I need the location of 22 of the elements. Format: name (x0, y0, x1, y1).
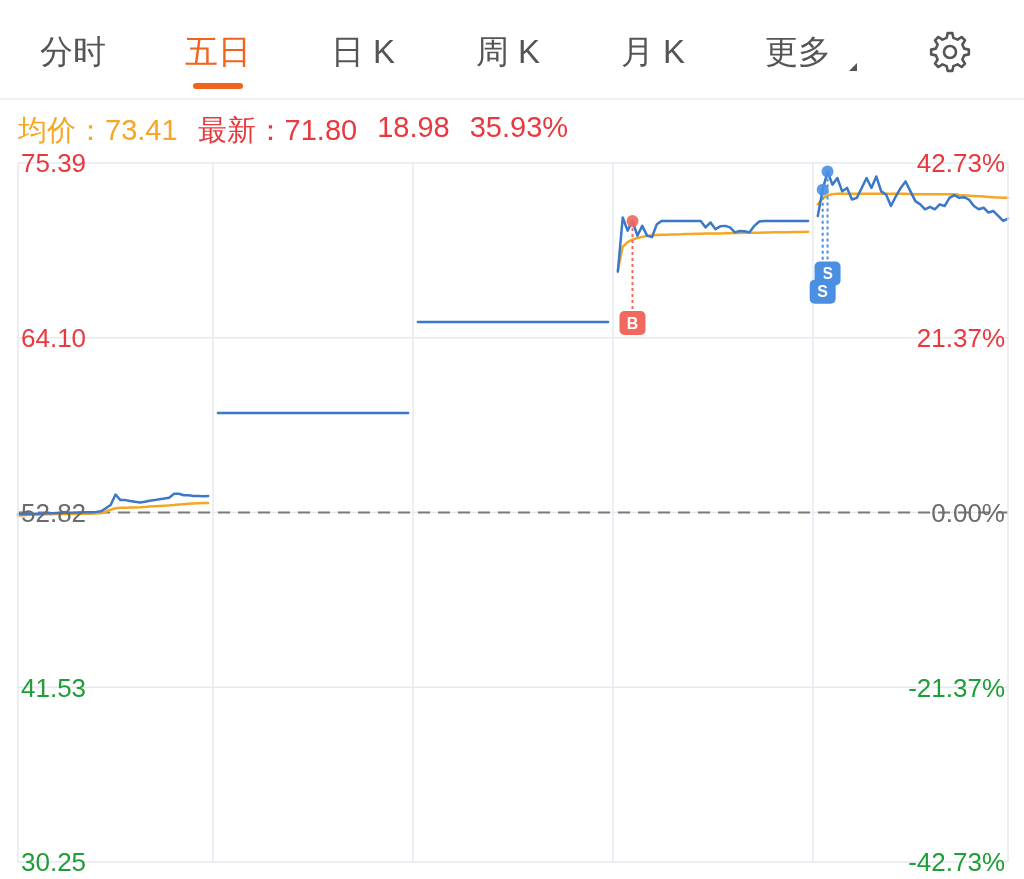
y-tick-label: 30.25 (21, 847, 87, 878)
y2-tick-label: -21.37% (908, 672, 1005, 703)
annotation: S (817, 283, 829, 301)
text: 分时 (40, 32, 106, 72)
y-tick-label: 75.39 (21, 148, 87, 179)
y-tick-label: 64.10 (21, 323, 87, 354)
y2-tick-label: 0.00% (931, 497, 1005, 528)
y-tick-label: 41.53 (21, 672, 87, 703)
text: 35.93% (469, 111, 569, 145)
text: 18.98 (377, 111, 450, 145)
y2-tick-label: 42.73% (916, 148, 1005, 179)
text: 月 K (620, 32, 686, 72)
text: 周 K (475, 32, 541, 72)
text: 日 K (330, 32, 396, 72)
text: 五日 (185, 32, 251, 72)
text: 更多 (765, 32, 831, 72)
y2-tick-label: -42.73% (908, 847, 1005, 878)
annotation: S (822, 265, 834, 283)
text: 最新：71.80 (197, 113, 358, 148)
y2-tick-label: 21.37% (916, 322, 1005, 353)
annotation: B (626, 314, 639, 332)
text: 均价：73.41 (18, 114, 178, 146)
